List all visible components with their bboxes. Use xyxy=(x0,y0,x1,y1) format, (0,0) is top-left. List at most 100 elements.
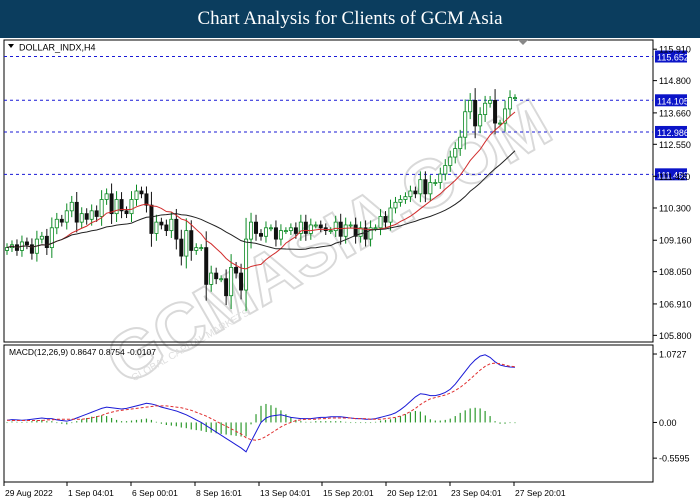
macd-histogram-bar xyxy=(414,410,416,423)
macd-histogram-bar xyxy=(484,410,486,423)
macd-histogram-bar xyxy=(51,421,53,423)
macd-histogram-bar xyxy=(404,414,407,423)
macd-histogram-bar xyxy=(270,405,272,423)
candle xyxy=(109,193,114,215)
shift-marker xyxy=(518,40,528,45)
macd-histogram-bar xyxy=(101,415,103,423)
macd-histogram-bar xyxy=(489,416,491,423)
candle xyxy=(214,272,219,280)
macd-histogram-bar xyxy=(200,422,202,431)
candle xyxy=(283,230,288,233)
signal-line xyxy=(6,362,516,441)
macd-histogram-bar xyxy=(106,416,108,423)
macd-histogram-bar xyxy=(130,420,133,423)
candle xyxy=(403,196,408,200)
macd-histogram-bar xyxy=(31,421,33,423)
price-tick-label: 108.050 xyxy=(659,267,692,277)
macd-histogram-bar xyxy=(245,422,247,437)
candle xyxy=(433,182,438,184)
macd-histogram-bar xyxy=(195,422,197,431)
macd-histogram-bar xyxy=(235,422,237,436)
macd-histogram-bar xyxy=(81,419,83,423)
macd-histogram-bar xyxy=(175,422,177,427)
candle xyxy=(174,218,179,240)
macd-histogram-bar xyxy=(150,419,153,423)
macd-histogram-bar xyxy=(474,407,476,423)
candle xyxy=(5,247,10,251)
price-tick-label: 115.910 xyxy=(659,45,691,55)
macd-histogram-bar xyxy=(360,422,362,424)
macd-histogram-bar xyxy=(310,421,312,423)
macd-histogram-bar xyxy=(449,418,451,423)
macd-histogram-bar xyxy=(494,421,496,423)
macd-histogram-bar xyxy=(384,419,387,423)
macd-histogram-bar xyxy=(429,419,431,423)
macd-histogram-bar xyxy=(444,419,446,423)
candle xyxy=(313,224,318,227)
time-tick-label: 6 Sep 00:01 xyxy=(132,488,178,498)
candle xyxy=(64,210,69,223)
candle xyxy=(428,182,433,195)
main-panel-frame xyxy=(3,39,654,343)
time-tick-label: 15 Sep 20:01 xyxy=(323,488,374,498)
macd-histogram-bar xyxy=(165,422,167,425)
macd-histogram-bar xyxy=(295,419,297,423)
candle xyxy=(144,193,149,206)
chart-header-title: Chart Analysis for Clients of GCM Asia xyxy=(0,0,700,38)
candle xyxy=(398,199,403,203)
candle xyxy=(134,190,139,200)
level-label-bg xyxy=(655,94,687,107)
candle xyxy=(59,218,64,223)
candle xyxy=(363,227,368,240)
candle xyxy=(249,221,254,240)
panel-menu-icon[interactable] xyxy=(8,44,14,48)
macd-histogram-bar xyxy=(155,421,158,423)
price-tick-label: 110.300 xyxy=(659,203,691,213)
macd-histogram-bar xyxy=(330,421,332,423)
macd-histogram-bar xyxy=(374,421,377,423)
macd-histogram-bar xyxy=(205,422,207,433)
candle xyxy=(383,216,388,223)
candle xyxy=(288,227,293,232)
price-tick-label: 105.800 xyxy=(659,331,692,341)
macd-histogram-bar xyxy=(26,421,28,423)
price-tick-label: 112.550 xyxy=(659,140,691,150)
main-chart-title: DOLLAR_INDX,H4 xyxy=(19,43,96,53)
candle xyxy=(503,108,508,124)
candle xyxy=(29,244,34,254)
macd-layer xyxy=(6,354,516,453)
macd-histogram-bar xyxy=(379,420,382,423)
macd-histogram-bar xyxy=(459,412,461,423)
price-tick-label: 114.800 xyxy=(659,76,691,86)
candle xyxy=(209,272,214,285)
candle xyxy=(473,100,478,127)
macd-histogram-bar xyxy=(120,421,123,423)
candle xyxy=(84,213,89,220)
candle xyxy=(94,210,99,217)
macd-histogram-bar xyxy=(340,421,342,423)
price-chart: GCMASIA.COM GLOBAL CAPITAL MARKETS DOLLA… xyxy=(3,39,692,498)
candle xyxy=(54,218,59,229)
candle xyxy=(408,190,413,198)
macd-histogram-bar xyxy=(394,417,397,423)
candle xyxy=(353,224,358,237)
candle xyxy=(39,235,44,240)
time-tick-label: 29 Aug 2022 xyxy=(5,488,53,498)
macd-histogram-bar xyxy=(46,421,48,423)
candle xyxy=(129,199,134,215)
time-tick-label: 13 Sep 04:01 xyxy=(260,488,311,498)
candle xyxy=(99,199,104,217)
macd-histogram-bar xyxy=(499,422,501,424)
macd-histogram-bar xyxy=(424,415,426,423)
time-tick-label: 8 Sep 16:01 xyxy=(196,488,242,498)
macd-histogram-bar xyxy=(140,419,143,423)
candle xyxy=(453,148,458,158)
macd-histogram-bar xyxy=(21,422,23,423)
candle xyxy=(268,227,273,230)
macd-histogram-bar xyxy=(514,422,516,424)
candle xyxy=(293,227,298,234)
candle xyxy=(378,216,383,229)
candle xyxy=(368,227,373,240)
candle xyxy=(149,204,154,234)
price-tick-label: 113.660 xyxy=(659,108,691,118)
